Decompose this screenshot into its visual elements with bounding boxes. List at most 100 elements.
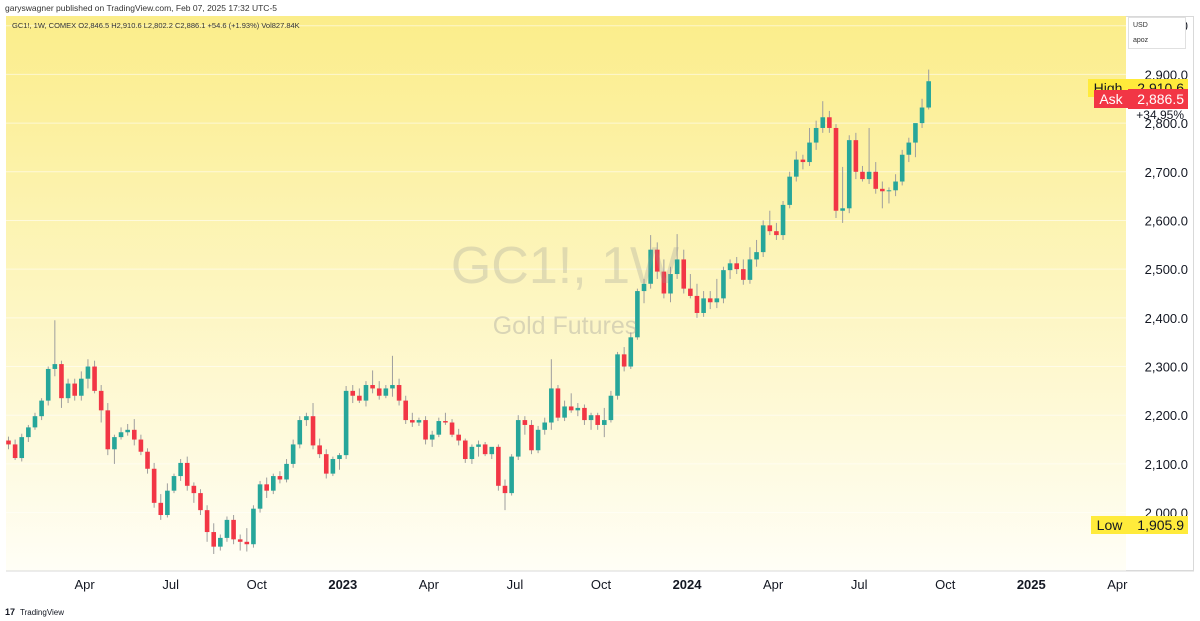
candle-body (204, 510, 210, 533)
candle-down (555, 385, 561, 422)
candle-body (383, 388, 389, 396)
candle-body (310, 416, 316, 446)
x-tick-label: 2024 (673, 577, 703, 592)
candle-body (555, 388, 561, 418)
candle-down (734, 256, 739, 275)
candle-body (820, 117, 826, 128)
candle-down (774, 222, 779, 240)
candle-body (496, 446, 501, 486)
candle-down (376, 381, 382, 400)
candle-body (158, 502, 164, 516)
candle-body (416, 420, 422, 423)
candle-body (641, 283, 647, 292)
candle-body (787, 176, 792, 205)
y-tick-label: 2,100.0 (1145, 457, 1188, 472)
candle-up (588, 412, 594, 430)
candle-body (224, 519, 230, 538)
candle-body (873, 171, 879, 189)
candle-up (754, 239, 759, 267)
candle-body (886, 190, 892, 192)
candle-body (39, 400, 44, 417)
low-tag-value: 1,905.9 (1128, 516, 1188, 534)
y-axis[interactable]: 2,000.02,100.02,200.02,300.02,400.02,500… (1145, 19, 1188, 521)
candle-body (899, 154, 905, 182)
candle-body (529, 424, 534, 451)
candle-down (410, 412, 415, 427)
tradingview-brand[interactable]: TradingView (20, 608, 65, 617)
x-axis[interactable]: Apr Jul Oct 2023 Apr Jul Oct 2024 Apr Jul Oct 2025 A… (75, 577, 1129, 592)
candle-up (913, 123, 918, 158)
candle-down (741, 259, 746, 285)
candle-down (92, 360, 97, 394)
candle-up (489, 446, 495, 460)
candle-body (760, 225, 766, 253)
candle-up (290, 439, 296, 468)
candle-body (780, 204, 786, 236)
candle-body (515, 420, 521, 457)
candle-up (674, 234, 680, 279)
x-tick-label: Oct (247, 577, 268, 592)
candle-body (727, 263, 733, 271)
x-tick-label: Oct (591, 577, 612, 592)
candle-up (648, 235, 653, 289)
currency-label: USD (1133, 22, 1148, 29)
tradingview-logo-icon[interactable]: 17 (5, 607, 16, 617)
candle-down (707, 291, 713, 310)
candle-down (462, 438, 468, 463)
candle-body (860, 171, 865, 180)
candle-body (184, 462, 190, 486)
candle-down (621, 347, 627, 372)
x-tick-label: 2025 (1017, 577, 1046, 592)
candle-up (416, 417, 422, 426)
candle-body (926, 81, 931, 108)
candle-body (251, 508, 256, 545)
price-chart[interactable]: 2,000.02,100.02,200.02,300.02,400.02,500… (6, 16, 1194, 603)
candle-body (674, 259, 680, 275)
candle-body (542, 422, 548, 430)
candle-body (509, 456, 514, 494)
candle-body (257, 484, 263, 509)
candle-up (549, 359, 554, 430)
candle-body (588, 415, 594, 421)
candle-body (793, 159, 799, 177)
candle-body (668, 274, 673, 294)
candle-body (469, 446, 475, 460)
candle-up (886, 187, 892, 204)
candle-body (290, 444, 296, 464)
candle-body (681, 259, 687, 289)
x-tick-label: Jul (507, 577, 524, 592)
candle-down (800, 154, 806, 170)
candle-up (926, 69, 931, 110)
candle-body (171, 476, 177, 491)
candle-up (52, 320, 58, 377)
candle-up (284, 459, 289, 483)
candle-body (621, 354, 627, 367)
candle-down (456, 428, 461, 446)
candle-body (919, 107, 925, 124)
candle-body (688, 288, 693, 296)
currency-unit-box[interactable]: USD apoz (1128, 17, 1186, 49)
candle-up (218, 534, 223, 551)
candle-down (595, 412, 600, 430)
candle-up (330, 456, 336, 477)
y-tick-label: 2,400.0 (1145, 311, 1188, 326)
candle-down (502, 479, 508, 511)
y-tick-label: 2,900.0 (1145, 67, 1188, 82)
candle-body (628, 337, 634, 367)
candle-body (853, 140, 859, 172)
candle-down (211, 523, 217, 554)
candle-up (840, 166, 845, 223)
candle-up (343, 386, 349, 460)
candle-up (628, 332, 634, 369)
candle-down (449, 419, 455, 438)
x-tick-label: Apr (75, 577, 96, 592)
candle-body (151, 468, 157, 503)
candle-body (429, 434, 435, 440)
candle-up (562, 400, 567, 422)
candle-body (231, 519, 236, 540)
candle-up (271, 473, 276, 495)
candle-body (866, 171, 872, 180)
candle-up (390, 355, 395, 397)
candle-body (535, 429, 541, 451)
candle-down (833, 124, 839, 219)
